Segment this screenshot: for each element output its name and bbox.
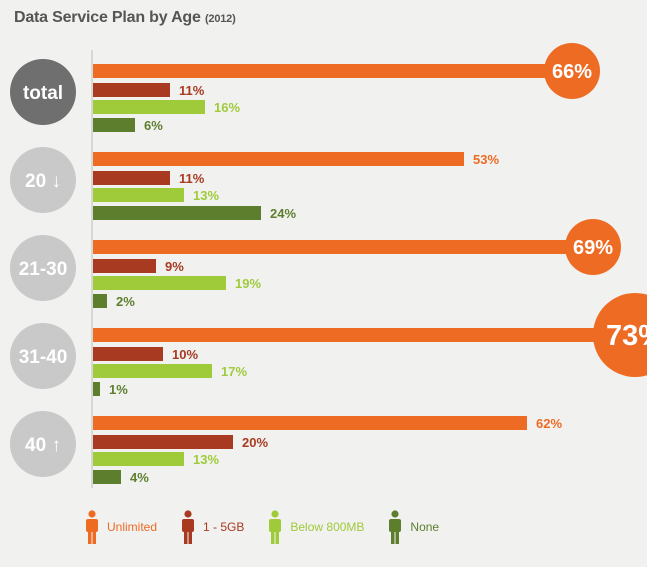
group-circle	[10, 411, 76, 477]
legend-label: Below 800MB	[290, 520, 365, 534]
data-label: 11%	[179, 171, 205, 186]
data-label: 20%	[242, 435, 268, 450]
person-icon	[389, 510, 402, 544]
bar	[93, 328, 604, 342]
bar	[93, 83, 170, 97]
data-label: 4%	[130, 470, 149, 485]
data-label: 11%	[179, 83, 205, 98]
bar	[93, 64, 555, 78]
legend-label: None	[410, 520, 440, 534]
chart-title-year: (2012)	[204, 13, 236, 25]
group-label: 31-40	[19, 347, 68, 368]
data-label: 13%	[193, 452, 219, 467]
bar	[93, 452, 184, 466]
bar	[93, 382, 100, 396]
legend-item: None	[388, 510, 439, 544]
bar	[93, 240, 576, 254]
value-highlight-circle	[544, 43, 600, 99]
data-label: 66%	[552, 61, 592, 83]
data-label: 62%	[536, 416, 562, 431]
bar	[93, 416, 527, 430]
person-icon	[269, 510, 282, 544]
group-label: 20 ↓	[25, 171, 61, 192]
bar	[93, 100, 205, 114]
data-label: 73%	[606, 320, 647, 352]
group-label: total	[23, 83, 63, 104]
bar	[93, 435, 233, 449]
data-label: 69%	[573, 237, 613, 259]
data-label: 9%	[165, 259, 184, 274]
data-label: 53%	[473, 152, 499, 167]
bar	[93, 188, 184, 202]
person-icon	[182, 510, 195, 544]
data-label: 16%	[214, 100, 240, 115]
bar	[93, 470, 121, 484]
bar	[93, 347, 163, 361]
data-label: 17%	[221, 364, 247, 379]
legend-label: Unlimited	[107, 520, 158, 534]
group-label: 40 ↑	[25, 435, 61, 456]
chart-title: Data Service Plan by Age (2012)	[14, 9, 236, 27]
data-label: 10%	[172, 347, 198, 362]
legend-item: Below 800MB	[268, 510, 364, 544]
data-label: 6%	[144, 118, 163, 133]
legend-item: 1 - 5GB	[181, 510, 244, 544]
bar	[93, 171, 170, 185]
person-icon	[86, 510, 98, 544]
bar	[93, 276, 226, 290]
data-label: 19%	[235, 276, 261, 291]
bar	[93, 259, 156, 273]
bar	[93, 364, 212, 378]
value-highlight-circle	[593, 293, 647, 377]
group-label: 21-30	[19, 259, 68, 280]
chart-title-text: Data Service Plan by Age	[14, 9, 201, 26]
group-circle	[10, 323, 76, 389]
bar	[93, 294, 107, 308]
group-circle	[10, 235, 76, 301]
bar	[93, 206, 261, 220]
group-circle	[10, 59, 76, 125]
bar	[93, 118, 135, 132]
data-label: 13%	[193, 188, 219, 203]
data-label: 2%	[116, 294, 135, 309]
data-label: 1%	[109, 382, 128, 397]
bar	[93, 152, 464, 166]
data-label: 24%	[270, 206, 296, 221]
legend-label: 1 - 5GB	[203, 520, 245, 534]
chart-legend: Unlimited 1 - 5GB Below 800MB None	[85, 510, 463, 544]
value-highlight-circle	[565, 219, 621, 275]
group-circle	[10, 147, 76, 213]
legend-item: Unlimited	[85, 510, 157, 544]
